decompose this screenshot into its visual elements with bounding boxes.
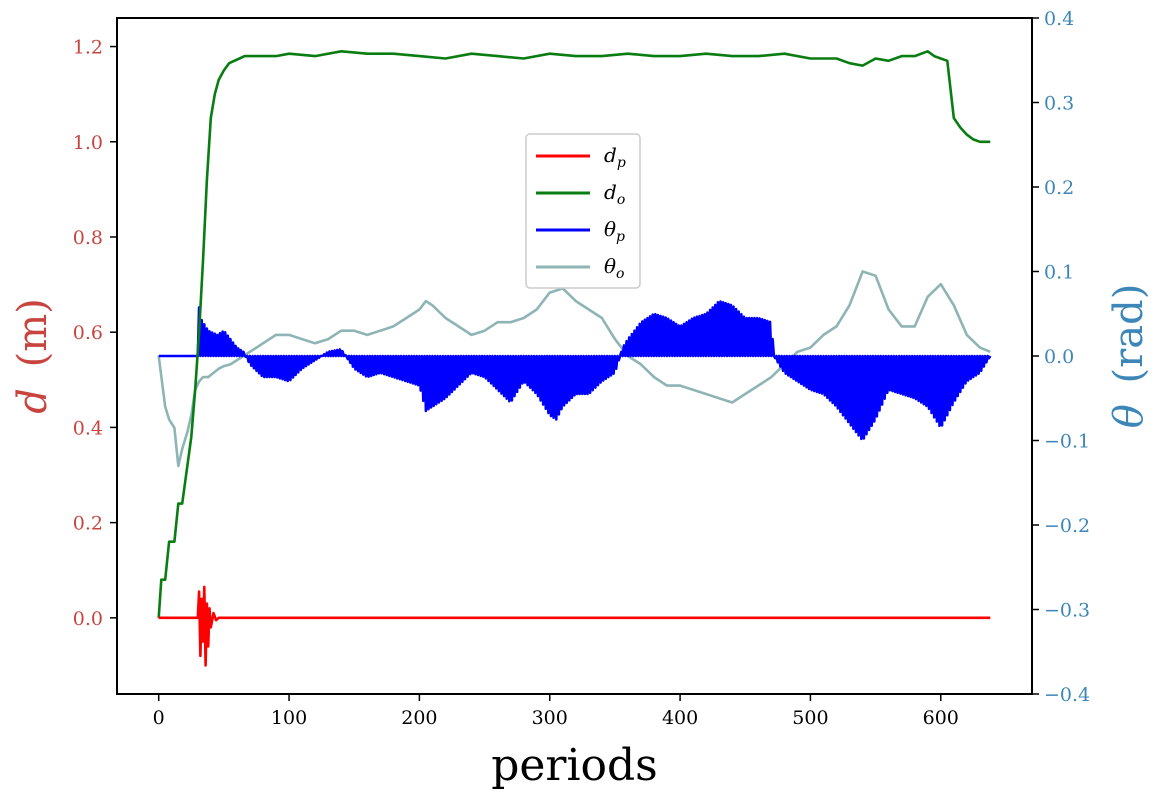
- series-line-d_o: [157, 50, 991, 618]
- legend-box: [525, 133, 641, 289]
- left-axis-title: d (m): [10, 298, 56, 413]
- legend-item-theta_p: θp: [536, 217, 625, 245]
- x-tick-label: 100: [271, 707, 307, 729]
- left-tick-label: 0.6: [73, 322, 103, 344]
- left-axis: 0.0 0.2 0.4 0.6 0.8 1.0 1.2: [73, 37, 117, 630]
- right-tick-label: −0.3: [1044, 600, 1090, 622]
- x-tick-label: 500: [792, 707, 828, 729]
- legend-item-d_p: dp: [536, 143, 626, 171]
- left-axis-symbol: d: [10, 388, 56, 414]
- left-tick-label: 0.0: [73, 608, 103, 630]
- right-axis: −0.4 −0.3 −0.2 −0.1 0.0 0.1 0.2 0.3 0.4: [1032, 8, 1090, 706]
- right-tick-label: 0.4: [1044, 8, 1074, 30]
- x-tick-label: 400: [662, 707, 698, 729]
- legend-label: θo: [604, 254, 624, 282]
- right-tick-label: −0.4: [1044, 684, 1090, 706]
- right-axis-symbol: θ: [1106, 404, 1152, 428]
- series-line-theta_p: [158, 300, 992, 441]
- right-tick-label: −0.2: [1044, 515, 1090, 537]
- series-layer: [157, 50, 992, 667]
- series-line-theta_o: [157, 270, 991, 468]
- legend-label: dp: [604, 143, 626, 171]
- x-axis-title: periods: [491, 740, 658, 791]
- x-tick-label: 200: [401, 707, 437, 729]
- left-axis-unit: (m): [10, 298, 56, 367]
- right-axis-title: θ (rad): [1106, 284, 1152, 429]
- left-tick-label: 1.2: [73, 37, 103, 59]
- right-tick-label: 0.1: [1044, 262, 1074, 284]
- x-tick-label: 600: [923, 707, 959, 729]
- left-tick-label: 0.2: [73, 513, 103, 535]
- right-axis-unit: (rad): [1106, 284, 1152, 384]
- series-line-d_p: [158, 585, 991, 667]
- left-tick-label: 0.8: [73, 227, 103, 249]
- right-tick-label: 0.3: [1044, 93, 1074, 115]
- x-axis: 0 100 200 300 400 500 600: [153, 694, 959, 729]
- legend-item-theta_o: θo: [536, 254, 624, 282]
- legend: dp do θp θo: [525, 133, 641, 289]
- x-tick-label: 300: [532, 707, 568, 729]
- legend-label: θp: [604, 217, 625, 245]
- right-tick-label: 0.0: [1044, 346, 1074, 368]
- right-tick-label: −0.1: [1044, 431, 1090, 453]
- right-tick-label: 0.2: [1044, 177, 1074, 199]
- left-tick-label: 0.4: [73, 417, 103, 439]
- left-tick-label: 1.0: [73, 132, 103, 154]
- legend-item-d_o: do: [536, 180, 625, 208]
- x-tick-label: 0: [153, 707, 165, 729]
- legend-label: do: [604, 180, 625, 208]
